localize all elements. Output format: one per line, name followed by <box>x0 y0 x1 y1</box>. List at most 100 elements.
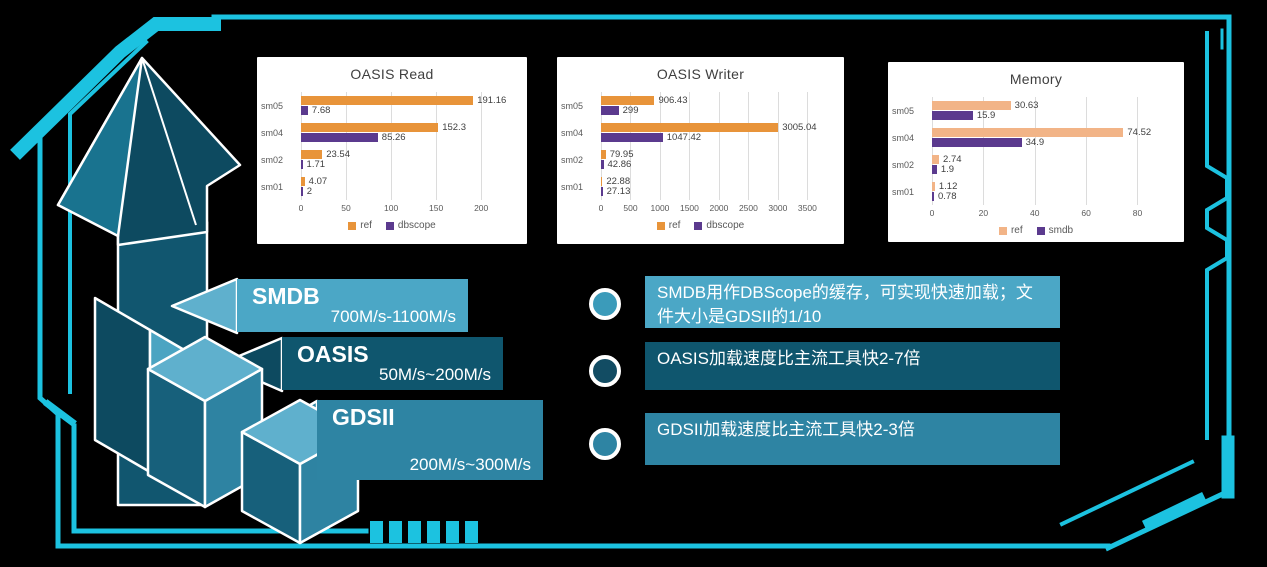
category-label: sm04 <box>561 128 584 138</box>
chart-oasis-read: OASIS Read 0 50 100 150 200 sm05 191.16 7.68 sm0… <box>257 57 527 244</box>
chart-title: Memory <box>1009 71 1063 87</box>
ref-bar <box>932 101 1011 110</box>
legend-item: smdb <box>1036 225 1073 236</box>
category-label: sm02 <box>261 155 284 165</box>
step-speed-range: 700M/s-1100M/s <box>330 307 456 326</box>
bar-track: 1.9 <box>932 164 1158 175</box>
value-label: 27.13 <box>606 186 631 197</box>
value-label: 1.9 <box>940 164 955 175</box>
category-row: sm05 30.63 15.9 <box>892 97 1158 124</box>
plot-area: 0 20 40 60 80 sm05 30.63 15.9 sm04 74.52 34.9 sm02 2… <box>892 97 1158 218</box>
bar-track: 74.52 <box>932 127 1158 138</box>
gridline <box>481 92 483 200</box>
bar-track: 906.43 <box>601 95 818 106</box>
category-row: sm02 79.95 42.86 <box>561 146 818 173</box>
value-label: 0.78 <box>938 191 957 202</box>
category-row: sm04 74.52 34.9 <box>892 124 1158 151</box>
value-label: 152.3 <box>442 122 466 133</box>
legend-item: ref <box>348 220 372 231</box>
ref-bar <box>301 150 323 159</box>
value-label: 2.74 <box>943 154 962 165</box>
dbscope-bar <box>601 133 663 142</box>
value-label: 42.86 <box>607 159 632 170</box>
ref-bar <box>932 155 940 164</box>
x-axis-tick: 200 <box>474 203 489 213</box>
bar-track: 27.13 <box>601 186 818 197</box>
step-name: GDSII <box>332 404 395 430</box>
bullet-text-oasis: OASIS加载速度比主流工具快2-7倍 <box>645 342 1060 390</box>
value-label: 30.63 <box>1014 100 1039 111</box>
smdb-bar <box>932 165 937 174</box>
chart-legend: ref smdb <box>888 225 1184 236</box>
x-axis-tick: 100 <box>383 203 399 213</box>
smdb-bar <box>932 111 973 120</box>
bar-track: 4.07 <box>301 176 501 187</box>
bullet-dot-3 <box>589 428 621 460</box>
step-gdsii: GDSII 200M/s~300M/s <box>317 400 543 480</box>
bullet-text-smdb: SMDB用作DBScope的缓存，可实现快速加载；文件大小是GDSII的1/10 <box>645 276 1060 328</box>
legend-label: dbscope <box>706 220 745 231</box>
legend-item: dbscope <box>385 220 436 231</box>
category-row: sm01 22.88 27.13 <box>561 173 818 200</box>
value-label: 2 <box>306 186 313 197</box>
bullet-dot-2 <box>589 355 621 387</box>
smdb-bar <box>932 192 934 201</box>
gridline <box>659 92 661 200</box>
legend-swatch <box>998 226 1007 235</box>
value-label: 1047.42 <box>666 132 702 143</box>
x-axis-tick: 40 <box>1029 208 1040 218</box>
step-name: OASIS <box>297 341 369 367</box>
category-label: sm05 <box>561 101 584 111</box>
category-label: sm02 <box>892 160 915 170</box>
chart-title: OASIS Writer <box>656 66 745 82</box>
dbscope-bar <box>301 133 378 142</box>
gridline <box>1034 97 1036 205</box>
category-label: sm01 <box>892 187 915 197</box>
bar-track: 0.78 <box>932 191 1158 202</box>
bar-track: 7.68 <box>301 105 501 116</box>
chart-oasis-writer: OASIS Writer 0 500 1000 1500 2000 2500 3000 350… <box>557 57 844 244</box>
gridline <box>748 92 750 200</box>
gridline <box>601 92 602 200</box>
legend-label: dbscope <box>397 220 436 231</box>
value-label: 906.43 <box>658 95 688 106</box>
bar-track: 85.26 <box>301 132 501 143</box>
bar-track: 79.95 <box>601 149 818 160</box>
bar-track: 191.16 <box>301 95 506 106</box>
category-row: sm02 2.74 1.9 <box>892 151 1158 178</box>
x-axis-tick: 2000 <box>709 203 729 213</box>
chart-legend: ref dbscope <box>557 220 844 231</box>
x-axis-tick: 0 <box>598 203 604 213</box>
ref-bar <box>601 96 655 105</box>
step-speed-range: 200M/s~300M/s <box>409 455 531 474</box>
dbscope-bar <box>301 187 303 196</box>
dbscope-bar <box>601 106 619 115</box>
chart-memory: Memory 0 20 40 60 80 sm05 30.63 15.9 sm04 74.52 34… <box>888 62 1184 242</box>
x-axis-tick: 1000 <box>650 203 670 213</box>
value-label: 79.95 <box>609 149 634 160</box>
gridline <box>1137 97 1139 205</box>
bar-track: 15.9 <box>932 110 1158 121</box>
ref-bar <box>301 177 305 186</box>
ref-bar <box>932 128 1124 137</box>
category-row: sm04 152.3 85.26 <box>261 119 501 146</box>
chart-title: OASIS Read <box>350 66 434 82</box>
x-axis-tick: 2500 <box>738 203 758 213</box>
value-label: 3005.04 <box>782 122 817 133</box>
bar-track: 42.86 <box>601 159 818 170</box>
x-axis-tick: 3000 <box>768 203 788 213</box>
x-axis-tick: 150 <box>429 203 444 213</box>
category-label: sm04 <box>261 128 284 138</box>
gridline <box>718 92 720 200</box>
step-smdb: SMDB 700M/s-1100M/s <box>237 279 468 332</box>
gridline <box>346 92 348 200</box>
gridline <box>932 97 933 205</box>
dbscope-bar <box>301 160 303 169</box>
legend-label: ref <box>668 220 681 231</box>
x-axis-tick: 3500 <box>797 203 817 213</box>
bullet-text-gdsii: GDSII加载速度比主流工具快2-3倍 <box>645 413 1060 465</box>
value-label: 7.68 <box>311 105 331 116</box>
value-label: 22.88 <box>606 176 631 187</box>
gridline <box>807 92 809 200</box>
